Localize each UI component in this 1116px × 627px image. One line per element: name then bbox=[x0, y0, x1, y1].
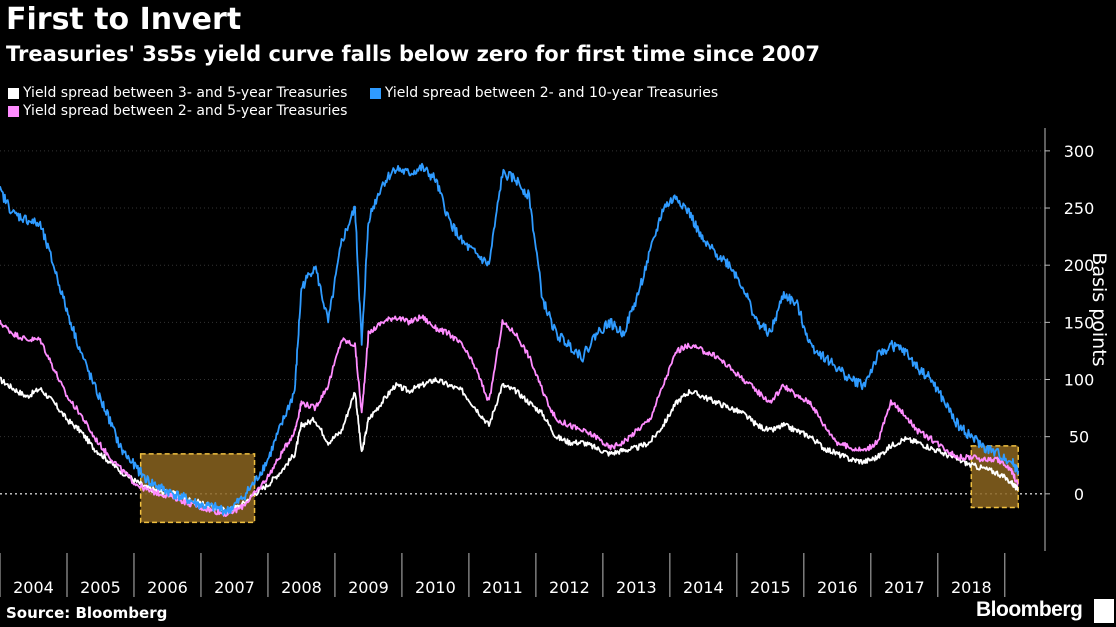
legend-row-1: Yield spread between 3- and 5-year Treas… bbox=[8, 85, 736, 103]
series-line-2 bbox=[0, 162, 1020, 516]
series-line-0 bbox=[0, 376, 1019, 515]
x-tick-label-2013: 2013 bbox=[616, 578, 657, 597]
y-tick-label-50: 50 bbox=[1069, 428, 1089, 447]
legend-swatch-3s5s bbox=[8, 87, 19, 99]
x-tick-label-2017: 2017 bbox=[884, 578, 925, 597]
y-tick-label-250: 250 bbox=[1064, 199, 1095, 218]
x-tick-label-2012: 2012 bbox=[549, 578, 590, 597]
y-tick-label-200: 200 bbox=[1064, 256, 1095, 275]
x-tick-label-2018: 2018 bbox=[951, 578, 992, 597]
legend-item-2s10s: Yield spread between 2- and 10-year Trea… bbox=[369, 85, 719, 101]
chart-subtitle: Treasuries' 3s5s yield curve falls below… bbox=[6, 42, 820, 66]
x-tick-label-2004: 2004 bbox=[13, 578, 54, 597]
bloomberg-logo: Bloomberg bbox=[976, 598, 1083, 621]
y-tick-label-300: 300 bbox=[1064, 142, 1095, 161]
x-tick-label-2008: 2008 bbox=[281, 578, 322, 597]
y-tick-label-150: 150 bbox=[1064, 313, 1095, 332]
x-tick-label-2005: 2005 bbox=[80, 578, 121, 597]
legend-label-2s10s: Yield spread between 2- and 10-year Trea… bbox=[384, 85, 719, 101]
y-tick-label-0: 0 bbox=[1074, 485, 1084, 504]
x-tick-label-2016: 2016 bbox=[817, 578, 858, 597]
x-tick-label-2014: 2014 bbox=[683, 578, 724, 597]
source-note: Source: Bloomberg bbox=[6, 604, 168, 622]
x-tick-label-2015: 2015 bbox=[750, 578, 791, 597]
x-tick-label-2010: 2010 bbox=[415, 578, 456, 597]
y-axis-label: Basis points bbox=[1088, 252, 1110, 366]
y-tick-label-100: 100 bbox=[1064, 371, 1095, 390]
legend-item-3s5s: Yield spread between 3- and 5-year Treas… bbox=[8, 85, 347, 101]
x-tick-label-2006: 2006 bbox=[147, 578, 188, 597]
x-tick-label-2009: 2009 bbox=[348, 578, 389, 597]
legend-label-2s5s: Yield spread between 2- and 5-year Treas… bbox=[23, 103, 348, 119]
legend-swatch-2s10s bbox=[369, 87, 381, 99]
x-tick-label-2011: 2011 bbox=[482, 578, 523, 597]
chart-title: First to Invert bbox=[6, 2, 242, 37]
x-tick-label-2007: 2007 bbox=[214, 578, 255, 597]
logo-mark-icon bbox=[1094, 599, 1114, 623]
legend-row-2: Yield spread between 2- and 5-year Treas… bbox=[8, 103, 365, 121]
legend-swatch-2s5s bbox=[8, 105, 19, 117]
legend-item-2s5s: Yield spread between 2- and 5-year Treas… bbox=[8, 103, 347, 119]
legend-label-3s5s: Yield spread between 3- and 5-year Treas… bbox=[23, 85, 348, 101]
